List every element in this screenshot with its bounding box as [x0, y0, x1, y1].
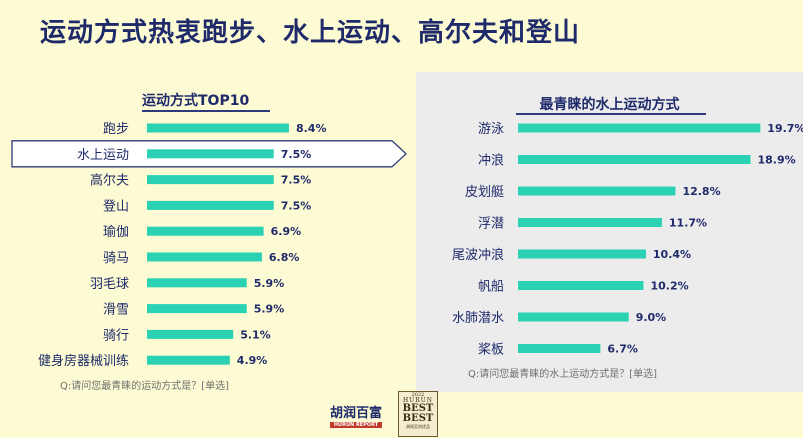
left-footnote: Q:请问您最青睐的运动方式是？[单选]: [60, 381, 230, 392]
category-label: 尾波冲浪: [452, 248, 504, 263]
bar: [518, 155, 751, 164]
right-chart-title: 最青睐的水上运动方式: [539, 97, 680, 113]
value-label: 7.5%: [281, 148, 312, 161]
hurun-logo: 胡润百富 HURUN REPORT: [330, 402, 383, 428]
right-bar-chart: 游泳 19.7% 冲浪 18.9% 皮划艇 12.8% 浮潜 11.7% 尾波冲浪 10.4% 帆船…: [452, 122, 803, 358]
value-label: 5.9%: [254, 277, 285, 290]
value-label: 6.8%: [269, 251, 300, 264]
bar: [147, 175, 274, 185]
hurun-logo-sub: HURUN REPORT: [330, 422, 383, 428]
bar: [147, 226, 264, 236]
value-label: 11.7%: [669, 217, 707, 230]
category-label: 皮划艇: [465, 185, 504, 200]
right-chart-panel: 最青睐的水上运动方式 游泳 19.7% 冲浪 18.9% 皮划艇 12.8% 浮潜 11.7%…: [416, 72, 803, 392]
category-label: 健身房器械训练: [38, 353, 129, 369]
category-label: 帆船: [478, 280, 504, 295]
hurun-logo-text: 胡润百富: [330, 406, 383, 421]
bar: [147, 304, 247, 314]
right-chart-title-underline: [516, 113, 706, 115]
value-label: 4.9%: [237, 354, 268, 367]
category-label: 游泳: [478, 122, 504, 137]
left-chart-title-underline: [142, 110, 270, 112]
bar: [147, 278, 247, 288]
right-footnote: Q:请问您最青睐的水上运动方式是？[单选]: [468, 369, 658, 380]
left-bar-chart: 跑步 8.4% 水上运动 7.5% 高尔夫 7.5% 登山 7.5% 瑜伽 6.9% 骑马 6.8% 羽…: [11, 122, 407, 369]
value-label: 10.4%: [653, 248, 691, 261]
value-label: 10.2%: [650, 280, 688, 293]
value-label: 5.9%: [254, 303, 285, 316]
left-chart-title: 运动方式TOP10: [142, 93, 250, 109]
value-label: 6.7%: [607, 343, 638, 356]
value-label: 19.7%: [767, 122, 803, 135]
bar: [147, 329, 234, 339]
category-label: 跑步: [103, 122, 129, 137]
value-label: 12.8%: [682, 185, 720, 198]
value-label: 18.9%: [757, 154, 795, 167]
bar: [518, 281, 644, 290]
category-label: 瑜伽: [103, 225, 129, 240]
bar: [147, 149, 274, 159]
value-label: 7.5%: [281, 199, 312, 212]
bar: [147, 200, 274, 210]
best-logo-caption: 胡润至尚优品: [406, 424, 430, 429]
category-label: 骑马: [103, 251, 129, 266]
bar: [147, 123, 289, 133]
category-label: 高尔夫: [90, 173, 129, 189]
value-label: 5.1%: [240, 328, 271, 341]
bar: [518, 249, 646, 259]
bar: [518, 218, 662, 227]
bar: [518, 186, 676, 196]
bar: [147, 252, 262, 262]
bar: [518, 344, 601, 353]
category-label: 冲浪: [478, 154, 504, 169]
category-label: 桨板: [478, 342, 504, 358]
category-label: 骑行: [103, 328, 129, 343]
page-title: 运动方式热衷跑步、水上运动、高尔夫和登山: [40, 18, 581, 48]
category-label: 滑雪: [103, 303, 129, 318]
category-label: 水肺潜水: [452, 311, 504, 326]
value-label: 9.0%: [636, 311, 667, 324]
bar: [518, 312, 629, 322]
category-label: 羽毛球: [90, 277, 129, 292]
best-logo-year: 2022: [411, 392, 425, 398]
value-label: 8.4%: [296, 122, 327, 135]
value-label: 7.5%: [281, 174, 312, 187]
best-logo-line1: BEST: [402, 403, 434, 414]
best-logo-hurun: HURUN: [402, 397, 434, 404]
best-of-best-logo: 2022 HURUN BEST BEST 胡润至尚优品: [398, 391, 438, 437]
category-label: 登山: [103, 199, 129, 214]
best-logo-line2: BEST: [402, 413, 434, 424]
category-label: 浮潜: [478, 217, 504, 232]
bar: [518, 123, 761, 133]
bar: [147, 355, 230, 365]
value-label: 6.9%: [271, 225, 302, 238]
category-label: 水上运动: [77, 148, 129, 163]
